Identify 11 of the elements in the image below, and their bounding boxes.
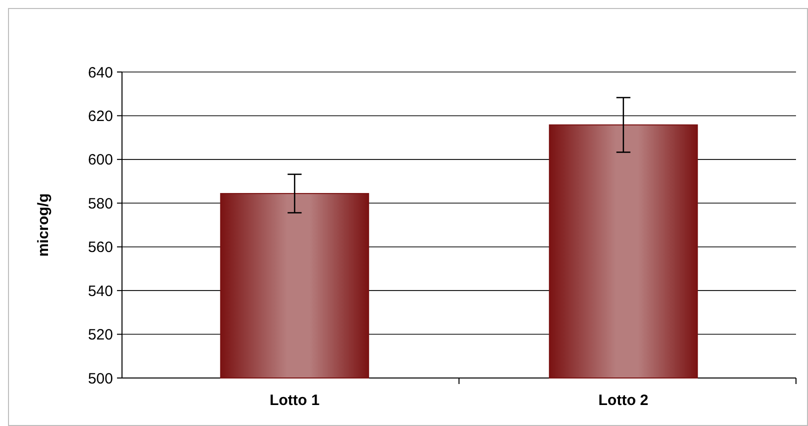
y-tick-label: 580 xyxy=(88,195,113,212)
y-tick-label: 620 xyxy=(88,108,113,125)
y-tick-label: 500 xyxy=(88,370,113,388)
y-tick-label: 600 xyxy=(88,152,113,169)
y-tick-label: 560 xyxy=(88,239,113,256)
x-tick-label: Lotto 1 xyxy=(270,392,320,409)
x-tick-label: Lotto 2 xyxy=(598,392,648,409)
y-axis-title: microg/g xyxy=(35,193,52,257)
y-tick-label: 640 xyxy=(88,64,113,82)
y-tick-label: 540 xyxy=(88,282,113,300)
y-tick-label: 520 xyxy=(88,326,113,344)
